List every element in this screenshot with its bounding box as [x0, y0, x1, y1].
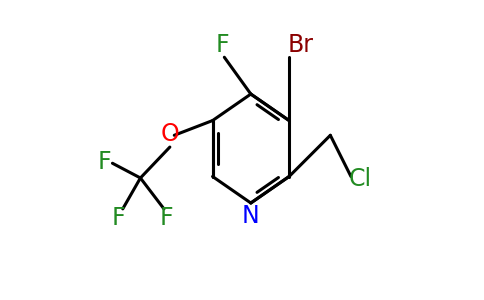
Text: F: F: [111, 206, 125, 230]
Text: O: O: [161, 122, 179, 146]
Text: N: N: [242, 204, 260, 228]
Text: F: F: [160, 206, 174, 230]
Text: F: F: [216, 34, 230, 58]
Text: Br: Br: [288, 34, 314, 58]
Text: F: F: [97, 150, 111, 174]
Text: Cl: Cl: [348, 167, 371, 191]
